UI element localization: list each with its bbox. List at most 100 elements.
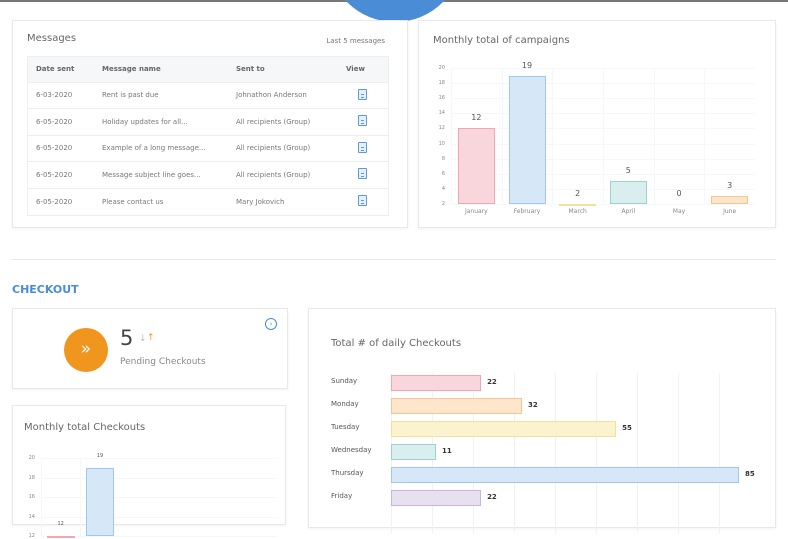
gridline bbox=[501, 68, 503, 204]
x-tick-label: January bbox=[464, 208, 488, 215]
daily-checkouts-chart: Sunday 22 Monday 32 Tuesday 55 Wednesday 11 Thur… bbox=[309, 309, 777, 533]
bar bbox=[457, 128, 495, 204]
date-sent: 6-05-2020 bbox=[28, 187, 94, 215]
messages-table: Date sent Message name Sent to View 6-03… bbox=[28, 57, 388, 215]
message-name[interactable]: Please contact us bbox=[94, 187, 228, 215]
date-sent: 6-05-2020 bbox=[28, 134, 94, 162]
category-label: Wednesday bbox=[331, 446, 372, 454]
chart-title: Monthly total Checkouts bbox=[24, 422, 146, 433]
gridline bbox=[41, 536, 277, 537]
document-icon[interactable] bbox=[358, 115, 367, 127]
table-row[interactable]: 6-05-2020 Please contact us Mary Jokovic… bbox=[28, 187, 388, 215]
y-tick-label: 18 bbox=[28, 474, 35, 481]
value-label: 22 bbox=[487, 493, 497, 501]
y-tick-label: 20 bbox=[28, 455, 35, 461]
gridline bbox=[41, 497, 277, 498]
profile-circle bbox=[328, 0, 462, 22]
value-label: 2 bbox=[575, 189, 581, 198]
value-label: 3 bbox=[727, 181, 733, 191]
y-tick-label: 12 bbox=[438, 125, 445, 132]
y-tick-label: 2 bbox=[441, 201, 445, 207]
messages-table-wrap: Date sent Message name Sent to View 6-03… bbox=[27, 56, 389, 216]
col-view: View bbox=[338, 57, 388, 82]
y-tick-label: 16 bbox=[28, 494, 35, 500]
gridline bbox=[552, 68, 554, 204]
sent-to: Johnathon Anderson bbox=[228, 81, 338, 109]
y-tick-label: 12 bbox=[28, 533, 35, 539]
message-name[interactable]: Rent is past due bbox=[94, 81, 228, 109]
x-tick-label: June bbox=[723, 208, 737, 215]
bar bbox=[711, 196, 749, 204]
gridline bbox=[603, 68, 604, 204]
value-label: 11 bbox=[442, 447, 452, 455]
table-row[interactable]: 6-05-2020 Message subject line goes... A… bbox=[28, 161, 388, 188]
daily-checkouts-card: Total # of daily Checkouts Sunday 22 Monda… bbox=[308, 308, 777, 533]
category-label: Thursday bbox=[331, 469, 364, 477]
y-tick-label: 20 bbox=[438, 65, 445, 71]
gridline bbox=[80, 458, 82, 536]
category-label: Friday bbox=[331, 492, 353, 500]
value-label: 12 bbox=[57, 521, 64, 527]
table-row[interactable]: 6-05-2020 Holiday updates for all... All… bbox=[28, 108, 388, 135]
message-name[interactable]: Example of a long message... bbox=[94, 134, 228, 162]
y-tick-label: 14 bbox=[28, 513, 35, 520]
col-date-sent: Date sent bbox=[28, 57, 94, 82]
category-label: Monday bbox=[331, 400, 359, 408]
category-label: Sunday bbox=[331, 377, 358, 385]
sent-to: All recipients (Group) bbox=[228, 134, 338, 162]
document-icon[interactable] bbox=[358, 88, 367, 100]
table-row[interactable]: 6-05-2020 Example of a long message... A… bbox=[28, 134, 388, 162]
chevron-right-circle-icon[interactable]: › bbox=[265, 318, 277, 330]
gridline bbox=[704, 68, 706, 204]
document-icon[interactable] bbox=[358, 168, 367, 180]
sent-to: All recipients (Group) bbox=[228, 108, 338, 135]
monthly-checkouts-chart: 12 14 16 18 20 12 19 bbox=[13, 406, 287, 539]
messages-card: Messages Last 5 messages Date sent Messa… bbox=[12, 20, 408, 228]
gridline bbox=[451, 204, 755, 205]
chevrons-right-icon: » bbox=[64, 328, 108, 372]
chart-title: Monthly total of campaigns bbox=[433, 35, 570, 46]
bar bbox=[559, 204, 597, 206]
table-row[interactable]: 6-03-2020 Rent is past due Johnathon And… bbox=[28, 81, 388, 109]
gridline bbox=[41, 516, 277, 518]
bar bbox=[391, 467, 739, 483]
bar bbox=[86, 467, 114, 536]
document-icon[interactable] bbox=[358, 141, 367, 153]
checkout-section-title: CHECKOUT bbox=[12, 283, 79, 296]
bar bbox=[391, 375, 482, 391]
sent-to: Mary Jokovich bbox=[228, 187, 338, 215]
y-tick-label: 4 bbox=[441, 185, 445, 192]
y-tick-label: 10 bbox=[438, 140, 445, 147]
gridline bbox=[513, 373, 515, 533]
campaigns-chart-card: Monthly total of campaigns 2 4 6 8 10 12 14 16 1… bbox=[418, 20, 776, 228]
x-tick-label: March bbox=[568, 208, 587, 215]
bar bbox=[508, 75, 546, 204]
date-sent: 6-05-2020 bbox=[28, 161, 94, 188]
arrow-up-icon: ↑ bbox=[147, 333, 155, 343]
message-name[interactable]: Holiday updates for all... bbox=[94, 108, 228, 135]
gridline bbox=[472, 373, 474, 533]
category-label: Tuesday bbox=[331, 423, 360, 431]
chart-title: Total # of daily Checkouts bbox=[331, 338, 462, 349]
gridline bbox=[677, 373, 679, 533]
document-icon[interactable] bbox=[358, 195, 367, 206]
bar bbox=[391, 444, 437, 460]
date-sent: 6-05-2020 bbox=[28, 108, 94, 135]
gridline bbox=[41, 477, 277, 479]
message-name[interactable]: Message subject line goes... bbox=[94, 161, 228, 188]
gridline bbox=[554, 373, 556, 533]
bar bbox=[391, 490, 482, 506]
arrow-down-icon: ↓ bbox=[139, 334, 147, 344]
gridline bbox=[636, 373, 638, 533]
pending-label: Pending Checkouts bbox=[120, 357, 206, 367]
gridline bbox=[718, 373, 720, 533]
x-tick-label: February bbox=[513, 208, 541, 215]
value-label: 12 bbox=[471, 113, 482, 123]
value-label: 19 bbox=[521, 60, 533, 70]
campaigns-chart: 2 4 6 8 10 12 14 16 18 20 12 January 19 February 2 Marc… bbox=[419, 21, 777, 229]
section-divider bbox=[12, 259, 776, 260]
bar bbox=[609, 181, 647, 204]
value-label: 0 bbox=[676, 189, 682, 198]
gridline bbox=[41, 458, 277, 459]
value-label: 5 bbox=[625, 166, 631, 176]
